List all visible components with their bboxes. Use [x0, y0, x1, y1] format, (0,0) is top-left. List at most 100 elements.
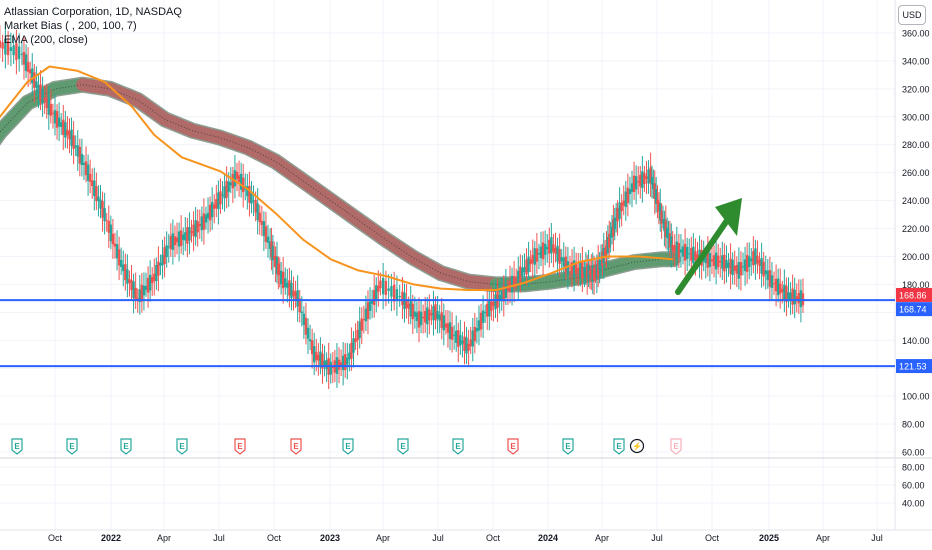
candle-body — [213, 204, 216, 209]
candle-body — [82, 162, 86, 165]
earnings-marker[interactable] — [234, 438, 246, 455]
candle-body — [20, 53, 24, 55]
candle-body — [512, 276, 516, 288]
candle-body — [208, 204, 212, 221]
earnings-marker[interactable] — [11, 438, 23, 455]
candle-body — [225, 181, 228, 198]
candle-body — [284, 278, 287, 287]
candle-body — [270, 241, 273, 258]
candle-body — [173, 236, 177, 246]
candle-body — [653, 183, 656, 200]
candle-body — [469, 339, 472, 347]
candle-body — [616, 207, 619, 222]
candle-body — [354, 338, 357, 342]
candle-body — [560, 257, 563, 262]
candle-body — [179, 230, 183, 246]
dividend-marker[interactable] — [629, 438, 645, 454]
candle-body — [781, 288, 784, 293]
candle-body — [721, 255, 724, 269]
legend-ema[interactable]: EMA (200, close) — [4, 34, 88, 46]
candle-body — [221, 194, 224, 196]
candle-body — [652, 182, 655, 189]
candle-body — [461, 340, 464, 344]
candle-body — [219, 191, 222, 205]
price-label-last-bg — [896, 287, 932, 302]
candle-body — [210, 202, 214, 218]
earnings-marker[interactable] — [342, 438, 354, 455]
candle-body — [673, 245, 676, 253]
candle-body — [76, 145, 79, 157]
candle-body — [315, 352, 318, 360]
candle-body — [262, 221, 266, 236]
candle-body — [570, 262, 574, 275]
candle-body — [690, 247, 693, 261]
candle-body — [657, 202, 661, 212]
candle-body — [760, 258, 763, 274]
candle-body — [286, 282, 289, 288]
currency-button[interactable]: USD — [898, 5, 926, 25]
candle-body — [68, 131, 71, 140]
candle-body — [84, 161, 88, 176]
candle-body — [572, 260, 576, 278]
candle-body — [163, 247, 166, 264]
earnings-marker[interactable] — [176, 438, 188, 455]
candle-body — [471, 330, 474, 347]
candle-body — [597, 260, 600, 277]
earnings-marker[interactable] — [66, 438, 78, 455]
candle-body — [598, 260, 601, 270]
candle-body — [766, 270, 770, 281]
candle-body — [398, 295, 401, 298]
candle-body — [584, 267, 588, 275]
candle-body — [670, 236, 673, 253]
earnings-marker[interactable] — [452, 438, 464, 455]
candle-body — [246, 186, 249, 197]
candle-body — [531, 254, 534, 264]
candle-body — [91, 180, 94, 186]
earnings-marker-label: E — [455, 442, 461, 451]
earnings-marker[interactable] — [120, 438, 132, 455]
candle-body — [743, 259, 747, 272]
candle-body — [446, 323, 450, 333]
candle-body — [434, 304, 437, 321]
earnings-marker-label: E — [14, 442, 20, 451]
y-tick-label: 260.00 — [902, 168, 930, 178]
candle-body — [49, 103, 53, 116]
candle-body — [37, 85, 40, 93]
candle-body — [745, 255, 749, 272]
arrow-head[interactable] — [715, 198, 742, 236]
legend-market-bias[interactable]: Market Bias ( , 200, 100, 7) — [4, 20, 137, 32]
x-tick-label: Apr — [816, 533, 830, 543]
candle-body — [583, 267, 586, 274]
candle-body — [310, 340, 314, 355]
candle-body — [465, 337, 468, 354]
earnings-marker[interactable] — [562, 438, 574, 455]
candle-body — [650, 176, 654, 185]
price-label-level2: 121.53 — [899, 362, 927, 372]
candle-body — [348, 352, 351, 360]
candle-body — [440, 312, 443, 329]
candle-body — [366, 302, 370, 319]
candle-body — [628, 189, 632, 195]
x-tick-label: 2022 — [101, 533, 121, 543]
candle-body — [683, 243, 687, 261]
candle-body — [543, 244, 547, 255]
arrow-shaft[interactable] — [675, 216, 731, 295]
candle-body — [637, 181, 640, 183]
candle-body — [184, 232, 187, 241]
candle-body — [667, 234, 670, 239]
candle-body — [217, 192, 220, 210]
earnings-marker[interactable] — [613, 438, 625, 455]
earnings-marker[interactable] — [507, 438, 519, 455]
candle-body — [43, 97, 46, 101]
candle-body — [556, 245, 559, 262]
candle-body — [142, 285, 146, 296]
x-tick-label: Apr — [595, 533, 609, 543]
candle-body — [192, 224, 195, 236]
earnings-marker[interactable] — [397, 438, 409, 455]
earnings-marker[interactable] — [670, 438, 682, 455]
earnings-marker[interactable] — [290, 438, 302, 455]
candle-body — [60, 122, 63, 128]
candle-body — [756, 255, 759, 264]
candle-body — [198, 223, 201, 227]
